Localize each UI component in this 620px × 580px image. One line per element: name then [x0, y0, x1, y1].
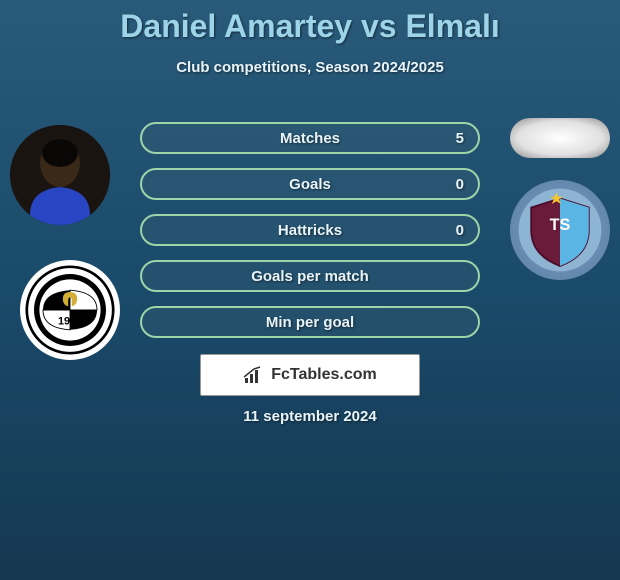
stat-label: Matches	[280, 130, 340, 147]
stat-row-goals: Goals 0	[140, 168, 480, 200]
stat-row-hattricks: Hattricks 0	[140, 214, 480, 246]
club-right-badge: TS	[510, 180, 610, 280]
player-left-avatar	[10, 125, 110, 225]
svg-text:TS: TS	[550, 216, 571, 234]
date-text: 11 september 2024	[0, 408, 620, 425]
trabzonspor-badge-icon: TS	[515, 185, 605, 275]
besiktas-badge-icon: 1903	[25, 265, 115, 355]
brand-logo[interactable]: FcTables.com	[200, 354, 420, 396]
stats-container: Matches 5 Goals 0 Hattricks 0 Goals per …	[140, 122, 480, 352]
stat-row-goals-per-match: Goals per match	[140, 260, 480, 292]
stat-value-right: 0	[456, 176, 464, 193]
stat-label: Min per goal	[266, 314, 354, 331]
stat-value-right: 0	[456, 222, 464, 239]
stat-value-right: 5	[456, 130, 464, 147]
stat-label: Goals	[289, 176, 331, 193]
bar-chart-icon	[243, 366, 265, 384]
player-left-silhouette-icon	[10, 125, 110, 225]
player-right-avatar	[510, 118, 610, 158]
svg-text:1903: 1903	[58, 315, 82, 327]
subtitle: Club competitions, Season 2024/2025	[0, 59, 620, 76]
stat-label: Goals per match	[251, 268, 369, 285]
stat-row-min-per-goal: Min per goal	[140, 306, 480, 338]
stat-row-matches: Matches 5	[140, 122, 480, 154]
club-left-badge: 1903	[20, 260, 120, 360]
brand-text: FcTables.com	[271, 366, 377, 384]
page-title: Daniel Amartey vs Elmalı	[0, 0, 620, 45]
stat-label: Hattricks	[278, 222, 342, 239]
